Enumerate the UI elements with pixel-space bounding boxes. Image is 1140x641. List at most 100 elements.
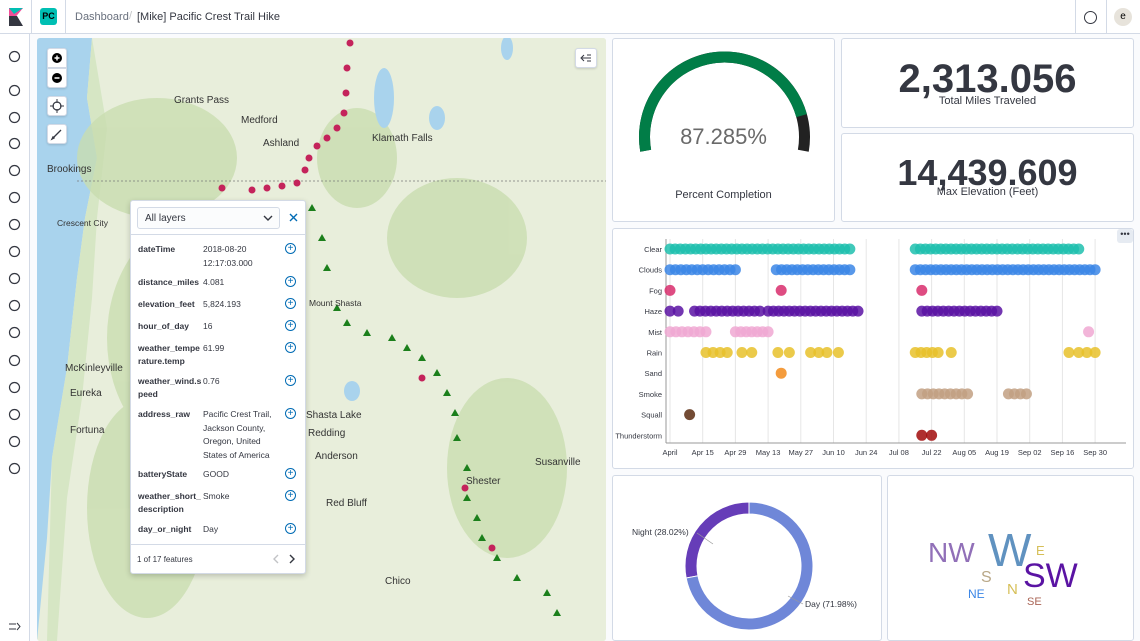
- zoom-in-button[interactable]: [47, 48, 67, 68]
- scatter-point: [916, 284, 928, 296]
- gauge-value: 87.285%: [680, 124, 767, 149]
- map-place-label: Grants Pass: [174, 95, 230, 106]
- filter-plus-icon[interactable]: +: [285, 342, 296, 353]
- layer-control-toggle-icon[interactable]: [575, 48, 597, 68]
- scatter-point: [962, 388, 974, 400]
- y-tick-label: Sand: [644, 369, 662, 378]
- scatter-point: [664, 305, 676, 317]
- trail-point-marker: [443, 389, 451, 396]
- trail-point-marker: [278, 182, 286, 190]
- scatter-point: [1020, 388, 1032, 400]
- user-avatar[interactable]: e: [1114, 8, 1132, 26]
- ml-icon[interactable]: [8, 218, 21, 231]
- dashboard-icon[interactable]: [8, 137, 21, 150]
- visualize-icon[interactable]: [8, 111, 21, 124]
- scatter-point: [1089, 347, 1101, 358]
- trail-point-marker: [333, 124, 341, 132]
- scatter-point: [1089, 264, 1101, 276]
- gauge-fill-arc: [639, 51, 807, 152]
- chevron-down-icon: [263, 215, 273, 221]
- scatter-point: [1083, 326, 1095, 338]
- siem-icon[interactable]: [8, 354, 21, 367]
- trail-point-marker: [543, 589, 551, 596]
- draw-tool-icon[interactable]: [47, 124, 67, 144]
- devtools-icon[interactable]: [8, 408, 21, 421]
- trail-point-marker: [463, 494, 471, 501]
- feature-pagination-text: 1 of 17 features: [137, 555, 193, 564]
- help-icon[interactable]: [1084, 11, 1097, 24]
- space-avatar[interactable]: PC: [40, 8, 57, 25]
- map-place-label: Shester: [466, 476, 501, 487]
- scatter-point: [932, 347, 944, 358]
- wind-direction-panel[interactable]: NW W E S N SW NE SE: [887, 475, 1134, 641]
- filter-plus-icon[interactable]: +: [285, 523, 296, 534]
- infra-icon[interactable]: [8, 245, 21, 258]
- close-icon[interactable]: [288, 212, 299, 223]
- scatter-point: [852, 305, 864, 317]
- property-value: Pacific Crest Trail, Jackson County, Ore…: [203, 409, 272, 460]
- header-divider: [1075, 0, 1076, 34]
- weather-timeline-panel[interactable]: April Apr 15 Apr 29 May 13 May 27 Jun 10 Jun 2…: [612, 228, 1134, 469]
- metric-miles-panel[interactable]: 2,313.056 Total Miles Traveled: [841, 38, 1134, 128]
- filter-plus-icon[interactable]: +: [285, 243, 296, 254]
- filter-plus-icon[interactable]: +: [285, 408, 296, 419]
- kibana-logo-icon[interactable]: [6, 7, 26, 27]
- filter-plus-icon[interactable]: +: [285, 375, 296, 386]
- map-canvas[interactable]: [37, 38, 606, 641]
- metric-miles-value: 2,313.056: [898, 57, 1077, 101]
- trail-point-marker: [293, 179, 301, 187]
- gauge-panel[interactable]: 87.285% Percent Completion: [612, 38, 835, 222]
- filter-plus-icon[interactable]: +: [285, 490, 296, 501]
- filter-plus-icon[interactable]: +: [285, 320, 296, 331]
- logs-icon[interactable]: [8, 272, 21, 285]
- collapse-nav-icon[interactable]: [8, 620, 21, 633]
- apm-icon[interactable]: [8, 299, 21, 312]
- y-tick-label: Haze: [644, 307, 662, 316]
- trail-point-marker: [301, 166, 309, 174]
- layer-select[interactable]: All layers: [137, 207, 280, 229]
- scatter-point: [729, 264, 741, 276]
- tag-cloud-word: S: [981, 569, 992, 586]
- panel-options-icon[interactable]: •••: [1117, 229, 1133, 243]
- y-tick-label: Thunderstorm: [615, 431, 662, 440]
- trail-point-marker: [453, 434, 461, 441]
- prev-page-icon[interactable]: [272, 554, 280, 564]
- scatter-point: [821, 347, 833, 358]
- donut-label-night: Night (28.02%): [632, 527, 689, 537]
- map-place-label: Ashland: [263, 138, 300, 149]
- metric-miles-label: Total Miles Traveled: [938, 95, 1037, 107]
- clock-icon[interactable]: [8, 50, 21, 63]
- filter-plus-icon[interactable]: +: [285, 468, 296, 479]
- map-place-label: Klamath Falls: [372, 133, 433, 144]
- compass-icon[interactable]: [8, 84, 21, 97]
- graph-icon[interactable]: [8, 381, 21, 394]
- uptime-icon[interactable]: [8, 326, 21, 339]
- management-icon[interactable]: [8, 462, 21, 475]
- next-page-icon[interactable]: [288, 554, 296, 564]
- map-panel[interactable]: Grants Pass Medford Ashland Klamath Falls Br…: [37, 38, 606, 641]
- scatter-point: [775, 367, 787, 379]
- maps-icon[interactable]: [8, 191, 21, 204]
- x-tick-label: Jul 22: [922, 448, 942, 457]
- metric-elevation-panel[interactable]: 14,439.609 Max Elevation (Feet): [841, 133, 1134, 222]
- canvas-icon[interactable]: [8, 164, 21, 177]
- monitoring-icon[interactable]: [8, 435, 21, 448]
- day-night-panel[interactable]: Night (28.02%) Day (71.98%): [612, 475, 882, 641]
- scatter-point: [1073, 347, 1085, 358]
- scatter-point: [772, 347, 784, 358]
- scatter-point: [783, 347, 795, 358]
- trail-point-marker: [363, 329, 371, 336]
- x-tick-label: Apr 15: [692, 448, 714, 457]
- filter-plus-icon[interactable]: +: [285, 276, 296, 287]
- scatter-point: [721, 347, 733, 358]
- map-place-label: Susanville: [535, 457, 581, 468]
- x-tick-label: May 13: [756, 448, 781, 457]
- property-value: Day: [203, 524, 219, 534]
- filter-plus-icon[interactable]: +: [285, 298, 296, 309]
- breadcrumb-dashboard[interactable]: Dashboard: [75, 11, 129, 23]
- scatter-point: [1063, 347, 1075, 358]
- fit-bounds-icon[interactable]: [47, 96, 67, 116]
- zoom-out-button[interactable]: [47, 68, 67, 88]
- x-tick-label: Sep 30: [1083, 448, 1107, 457]
- scatter-point: [684, 409, 696, 421]
